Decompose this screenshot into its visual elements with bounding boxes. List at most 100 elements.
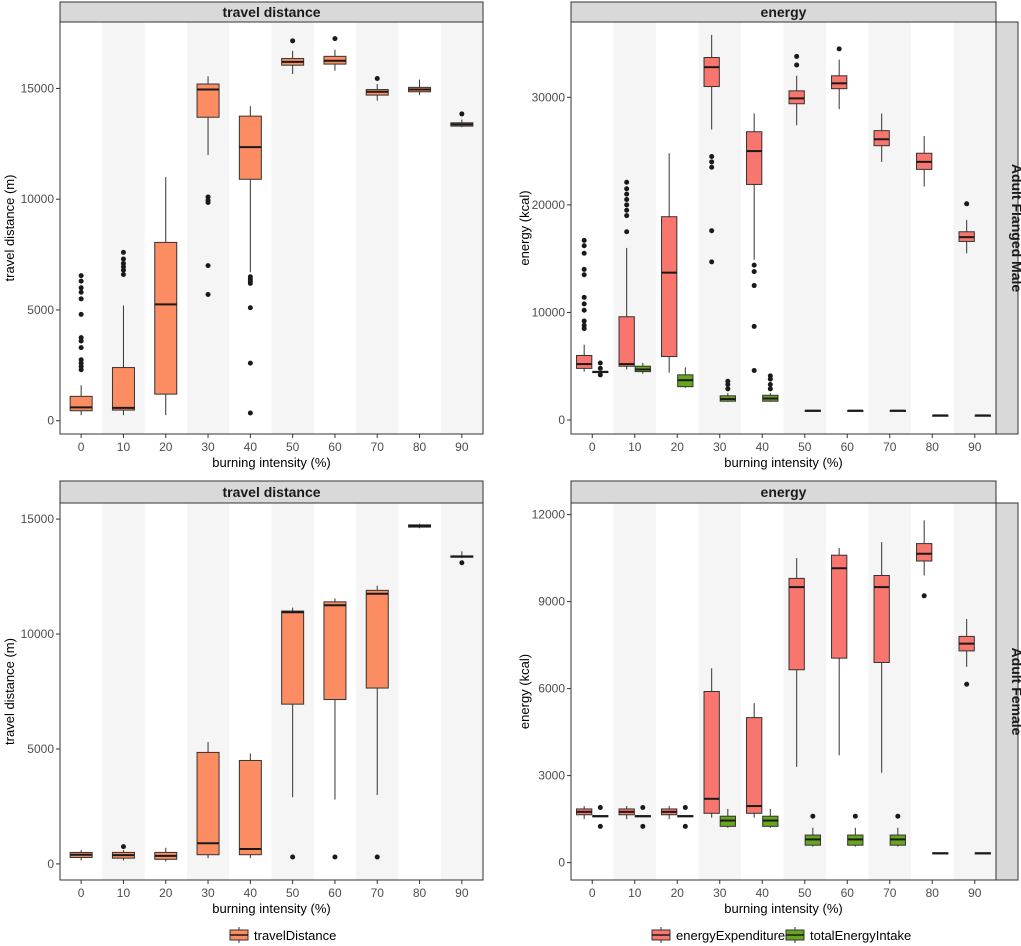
totalEnergyIntake-box bbox=[634, 805, 651, 829]
y-tick-label: 12000 bbox=[532, 508, 566, 522]
travelDistance-box bbox=[154, 847, 178, 862]
x-tick-label: 10 bbox=[628, 886, 642, 900]
outlier-point bbox=[794, 62, 800, 68]
x-tick-label: 60 bbox=[328, 886, 342, 900]
energyExpenditure-box bbox=[958, 201, 975, 254]
outlier-point bbox=[459, 560, 465, 566]
energyExpenditure-box bbox=[788, 53, 805, 126]
outlier-point bbox=[78, 296, 84, 302]
totalEnergyIntake-box bbox=[592, 805, 609, 829]
energyExpenditure-box bbox=[916, 136, 933, 187]
category-band bbox=[102, 503, 145, 880]
x-tick-label: 20 bbox=[159, 886, 173, 900]
y-tick-label: 10000 bbox=[532, 305, 566, 319]
totalEnergyIntake-box bbox=[804, 813, 821, 847]
outlier-point bbox=[78, 278, 84, 284]
totalEnergyIntake-box bbox=[889, 409, 906, 412]
panel-3: energy Adult Female 0 3000 6000 9000 12000 0 10 2… bbox=[517, 480, 1021, 916]
box-iqr bbox=[788, 577, 805, 671]
energyExpenditure-box bbox=[746, 113, 763, 374]
box-iqr bbox=[831, 75, 848, 90]
x-tick-label: 50 bbox=[798, 440, 812, 454]
travelDistance-box bbox=[196, 742, 220, 859]
x-tick-label: 30 bbox=[201, 886, 215, 900]
travelDistance-box bbox=[323, 598, 347, 860]
box-iqr bbox=[873, 130, 890, 147]
totalEnergyIntake-box bbox=[719, 808, 736, 828]
y-axis-title: energy (kcal) bbox=[517, 654, 532, 729]
travelDistance-box bbox=[365, 75, 389, 101]
totalEnergyIntake-box bbox=[592, 360, 609, 378]
legend-left: travelDistance bbox=[229, 927, 336, 943]
box-iqr bbox=[323, 601, 347, 701]
category-band bbox=[953, 503, 996, 880]
outlier-point bbox=[964, 681, 970, 687]
energyExpenditure-box bbox=[618, 179, 635, 370]
energyExpenditure-box bbox=[703, 34, 720, 265]
outlier-point bbox=[374, 75, 380, 81]
outlier-point bbox=[120, 272, 126, 278]
x-tick-label: 40 bbox=[756, 886, 770, 900]
x-tick-label: 10 bbox=[628, 440, 642, 454]
y-tick-label: 9000 bbox=[538, 595, 565, 609]
category-band bbox=[783, 503, 826, 880]
box-iqr bbox=[746, 131, 763, 185]
x-tick-label: 40 bbox=[244, 440, 258, 454]
outlier-point bbox=[624, 213, 630, 219]
y-tick-label: 0 bbox=[558, 856, 565, 870]
category-band bbox=[356, 22, 399, 434]
totalEnergyIntake-box bbox=[762, 808, 779, 828]
category-band bbox=[440, 503, 483, 880]
y-tick-label: 15000 bbox=[21, 81, 55, 95]
box-iqr bbox=[281, 610, 305, 705]
box-iqr bbox=[661, 216, 678, 358]
x-tick-label: 20 bbox=[671, 440, 685, 454]
outlier-point bbox=[247, 410, 253, 416]
x-tick-label: 90 bbox=[455, 440, 469, 454]
category-band bbox=[783, 22, 826, 434]
outlier-point bbox=[709, 153, 715, 159]
outlier-point bbox=[709, 228, 715, 234]
travelDistance-box bbox=[69, 273, 93, 416]
outlier-point bbox=[374, 854, 380, 860]
y-axis-title: energy (kcal) bbox=[517, 190, 532, 265]
outlier-point bbox=[852, 813, 858, 819]
box-iqr bbox=[576, 354, 593, 369]
x-tick-label: 50 bbox=[798, 886, 812, 900]
energyExpenditure-box bbox=[661, 153, 678, 373]
travelDistance-box bbox=[450, 551, 474, 566]
totalEnergyIntake-box bbox=[677, 805, 694, 829]
travelDistance-box bbox=[69, 850, 93, 861]
legend-label: energyExpenditure bbox=[676, 928, 785, 943]
legend-right: energyExpenditure totalEnergyIntake bbox=[651, 927, 911, 943]
outlier-point bbox=[682, 805, 688, 810]
facet-strip-title: travel distance bbox=[222, 4, 320, 20]
outlier-point bbox=[751, 323, 757, 329]
box-iqr bbox=[196, 83, 220, 118]
travelDistance-box bbox=[238, 753, 262, 859]
outlier-point bbox=[682, 823, 688, 829]
x-axis-title: burning intensity (%) bbox=[212, 455, 331, 470]
totalEnergyIntake-box bbox=[974, 852, 991, 855]
outlier-point bbox=[78, 357, 84, 363]
travelDistance-box bbox=[365, 585, 389, 860]
totalEnergyIntake-box bbox=[889, 813, 906, 847]
outlier-point bbox=[597, 823, 603, 829]
outlier-point bbox=[78, 289, 84, 295]
category-band bbox=[440, 22, 483, 434]
energyExpenditure-box bbox=[661, 806, 678, 820]
x-axis-title: burning intensity (%) bbox=[724, 455, 843, 470]
y-tick-label: 15000 bbox=[21, 512, 55, 526]
outlier-point bbox=[751, 368, 757, 374]
totalEnergyIntake-box bbox=[974, 414, 991, 417]
x-tick-label: 70 bbox=[371, 440, 385, 454]
outlier-point bbox=[78, 285, 84, 291]
outlier-point bbox=[624, 202, 630, 208]
facet-strip-title: energy bbox=[761, 4, 807, 20]
box-iqr bbox=[154, 241, 178, 395]
box-iqr bbox=[916, 543, 933, 562]
outlier-point bbox=[290, 854, 296, 860]
category-band bbox=[698, 22, 741, 434]
outlier-point bbox=[120, 249, 126, 255]
outlier-point bbox=[709, 259, 715, 265]
